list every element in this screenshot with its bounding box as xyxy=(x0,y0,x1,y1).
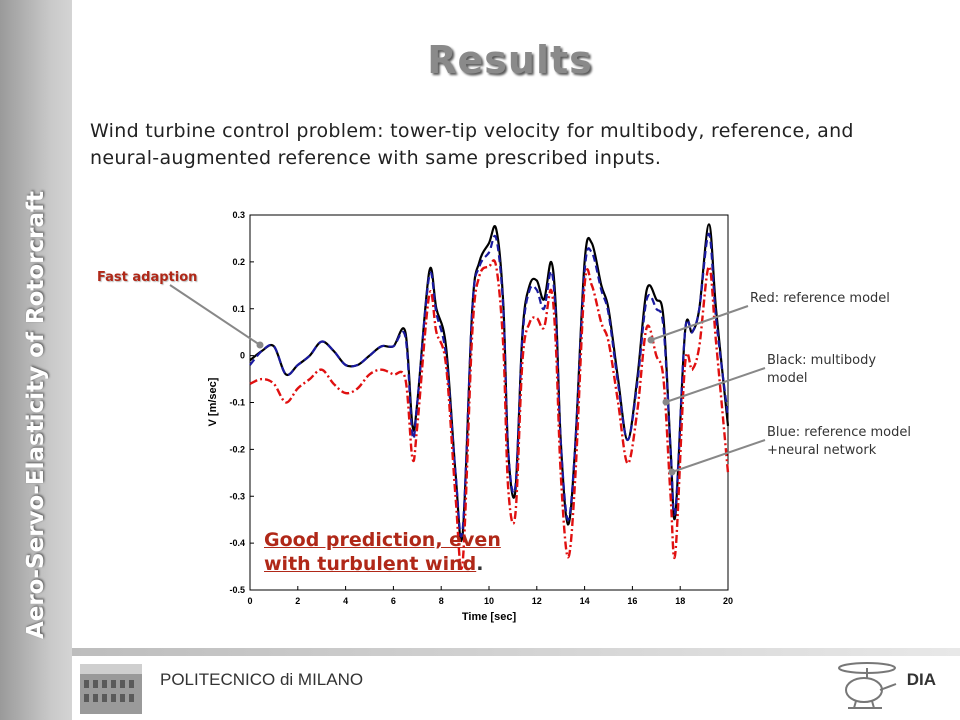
annotation-good-period: . xyxy=(476,553,484,575)
annotation-blue-line2: +neural network xyxy=(767,443,877,458)
footer-bar xyxy=(72,648,960,656)
leader-dot-black xyxy=(662,398,670,406)
footer-department: DIA xyxy=(906,670,936,689)
annotation-good-prediction: Good prediction, even with turbulent win… xyxy=(264,528,501,576)
x-tick-label: 12 xyxy=(532,596,542,606)
y-tick-label: -0.4 xyxy=(229,538,245,548)
footer: POLITECNICO di MILANO DIA xyxy=(72,648,960,720)
leader-line-blue xyxy=(671,439,766,473)
annotation-blue-series: Blue: reference model +neural network xyxy=(767,424,947,460)
y-axis-label: V [m/sec] xyxy=(207,377,219,426)
annotation-blue-line1: Blue: reference model xyxy=(767,425,911,440)
slide-description: Wind turbine control problem: tower-tip … xyxy=(90,120,854,169)
axis-ticks: 0 2 4 6 8 10 12 14 16 18 20 0.3 0.2 0.1 0 -0.1 -0.2 -0.3 -… xyxy=(229,210,733,606)
x-tick-label: 14 xyxy=(580,596,590,606)
leader-line-fast xyxy=(169,284,261,346)
y-tick-label: 0.1 xyxy=(232,304,245,314)
annotation-black-line1: Black: multibody xyxy=(767,353,877,368)
y-tick-label: 0 xyxy=(240,351,245,361)
y-tick-label: -0.3 xyxy=(229,491,245,501)
y-tick-label: -0.5 xyxy=(229,585,245,595)
slide-title: Results xyxy=(427,38,593,82)
sidebar-band: Aero-Servo-Elasticity of Rotorcraft xyxy=(0,0,72,720)
x-tick-label: 0 xyxy=(247,596,252,606)
x-tick-label: 16 xyxy=(627,596,637,606)
annotation-red-series: Red: reference model xyxy=(750,291,890,306)
x-tick-label: 8 xyxy=(439,596,444,606)
x-tick-label: 20 xyxy=(723,596,733,606)
x-axis-label: Time [sec] xyxy=(462,611,517,623)
x-tick-label: 10 xyxy=(484,596,494,606)
leader-dot-red xyxy=(647,336,655,344)
leader-dot-fast xyxy=(256,341,264,349)
leader-line-red xyxy=(650,305,749,341)
annotation-black-line2: model xyxy=(767,371,808,386)
annotation-good-line1: Good prediction, even xyxy=(264,529,501,551)
y-tick-label: -0.1 xyxy=(229,398,245,408)
annotation-fast-adaption: Fast adaption xyxy=(97,270,198,285)
footer-institution: POLITECNICO di MILANO xyxy=(160,670,364,689)
leader-line-black xyxy=(665,367,766,403)
x-tick-label: 2 xyxy=(295,596,300,606)
annotation-black-series: Black: multibody model xyxy=(767,352,927,388)
annotation-good-line2: with turbulent wind xyxy=(264,553,477,575)
x-tick-label: 18 xyxy=(675,596,685,606)
y-tick-label: 0.2 xyxy=(232,257,245,267)
x-tick-label: 4 xyxy=(343,596,348,606)
helicopter-logo-icon xyxy=(838,662,897,709)
x-tick-label: 6 xyxy=(391,596,396,606)
y-tick-label: -0.2 xyxy=(229,444,245,454)
building-photo-icon xyxy=(80,664,142,714)
series-line-red xyxy=(249,259,730,571)
y-tick-label: 0.3 xyxy=(232,210,245,220)
series-group xyxy=(249,223,730,571)
leader-dot-blue xyxy=(668,468,676,476)
